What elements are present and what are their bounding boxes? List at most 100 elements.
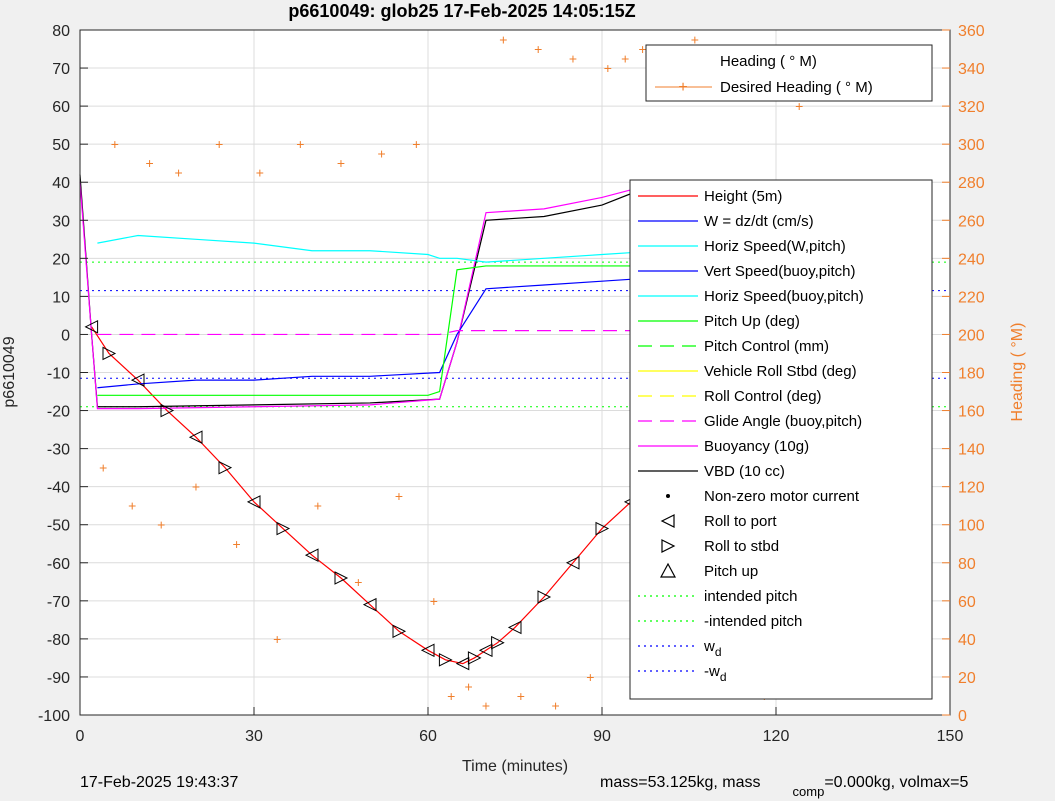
x-tick-label: 30 [245,728,263,745]
heading-point: + [354,574,362,590]
y2-tick-label: 20 [958,670,976,687]
y-tick-label: 80 [52,23,70,40]
height-marker [362,597,377,612]
heading-point: + [192,479,200,495]
legend-entry: Vert Speed(buoy,pitch) [704,263,855,280]
height-marker [491,635,505,650]
y-tick-label: 70 [52,61,70,78]
height-marker [130,373,145,387]
y-tick-label: -40 [47,480,70,497]
y2-tick-label: 320 [958,99,985,116]
legend-entry: Roll Control (deg) [704,388,822,405]
heading-point: + [296,136,304,152]
height-marker [565,555,580,570]
legend-entry-subscript: d [715,645,722,659]
y2-tick-label: 0 [958,708,967,725]
legend-marker [666,494,670,498]
height-marker [392,624,407,639]
height-marker [160,403,175,418]
height-marker [246,495,261,509]
y2-tick-label: 220 [958,289,985,306]
y-tick-label: -60 [47,556,70,573]
y-tick-label: -10 [47,366,70,383]
legend-entry: Roll to stbd [704,538,779,555]
y2-tick-label: 280 [958,175,985,192]
height-marker [537,590,552,604]
legend-entry: Vehicle Roll Stbd (deg) [704,363,857,380]
y-tick-label: -50 [47,518,70,535]
legend-entry: intended pitch [704,588,797,605]
height-marker [84,320,99,334]
x-tick-label: 120 [763,728,790,745]
y2-tick-label: 260 [958,213,985,230]
y2-tick-label: 160 [958,404,985,421]
heading-point: + [604,60,612,76]
heading-point: + [128,498,136,514]
legend-entry: Glide Angle (buoy,pitch) [704,413,862,430]
legend-marker [659,562,677,578]
x-tick-label: 0 [76,728,85,745]
heading-point: + [691,32,699,48]
y-tick-label: 10 [52,289,70,306]
legend-entry: VBD (10 cc) [704,463,785,480]
y2-tick-label: 240 [958,251,985,268]
y2-tick-label: 300 [958,137,985,154]
heading-legend-box [645,44,933,102]
y-tick-label: -20 [47,404,70,421]
chart-title: p6610049: glob25 17-Feb-2025 14:05:15Z [288,1,635,21]
heading-point: + [157,517,165,533]
y-tick-label: -100 [38,708,70,725]
heading-point: + [621,51,629,67]
heading-point: + [256,165,264,181]
heading-point: + [412,136,420,152]
y2-tick-label: 120 [958,480,985,497]
heading-point: + [552,697,560,713]
footer-mass-sub: comp [793,784,825,799]
heading-point: + [99,460,107,476]
legend-entry: W = dz/dt (cm/s) [704,213,814,230]
heading-point: + [499,32,507,48]
heading-point: + [146,155,154,171]
heading-point: + [430,593,438,609]
heading-point: + [482,697,490,713]
y-tick-label: -30 [47,442,70,459]
legend-entry: Pitch up [704,563,758,580]
heading-point: + [314,498,322,514]
legend-entry: Horiz Speed(buoy,pitch) [704,288,864,305]
heading-point: + [395,488,403,504]
legend-box [629,179,933,700]
y-tick-label: -90 [47,670,70,687]
y-tick-label: -80 [47,632,70,649]
height-marker [188,430,203,445]
x-tick-label: 150 [937,728,964,745]
heading-point: + [795,98,803,114]
legend-entry: Height (5m) [704,188,782,205]
y-tick-label: 30 [52,213,70,230]
legend: Height (5m) W = dz/dt (cm/s) Horiz Speed(W… [629,179,933,700]
legend-entry: Buoyancy (10g) [704,438,809,455]
y2-tick-label: 40 [958,632,976,649]
y-tick-label: -70 [47,594,70,611]
y2-tick-label: 200 [958,327,985,344]
heading-point: + [465,678,473,694]
height-marker [102,346,117,361]
y-tick-label: 0 [61,327,70,344]
heading-point: + [273,631,281,647]
y2-tick-label: 80 [958,556,976,573]
y-tick-label: 50 [52,137,70,154]
heading-legend-entry: Desired Heading ( ° M) [720,79,873,96]
legend-entry: Non-zero motor current [704,488,860,505]
height-marker [467,651,482,665]
height-marker [478,643,493,658]
footer-mass-tail: =0.000kg, volmax=5 [824,774,968,791]
y-tick-label: 20 [52,251,70,268]
legend-entry: Horiz Speed(W,pitch) [704,238,846,255]
y-tick-label: 40 [52,175,70,192]
legend-entry: Pitch Up (deg) [704,313,800,330]
height-marker [438,653,453,667]
legend-entry: Pitch Control (mm) [704,338,829,355]
y-ticks: -100-90-80-70-60-50-40-30-20-10010203040… [38,23,88,725]
footer-mass: mass=53.125kg, mass comp=0.000kg, volmax=… [600,774,969,799]
heading-point: + [111,136,119,152]
